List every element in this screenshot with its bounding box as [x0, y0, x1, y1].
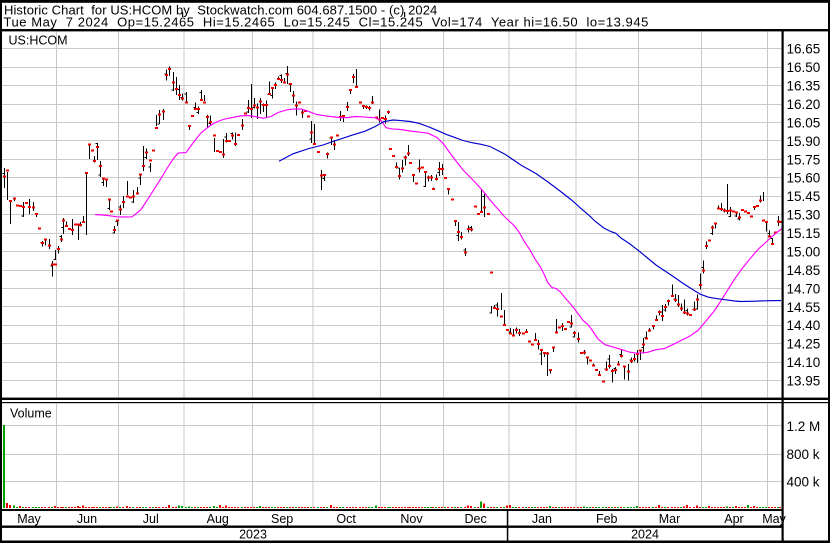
svg-text:14.85: 14.85: [787, 263, 821, 278]
svg-text:Mar: Mar: [659, 512, 681, 526]
svg-text:14.55: 14.55: [787, 300, 821, 315]
svg-text:Jun: Jun: [77, 512, 97, 526]
svg-text:May: May: [17, 512, 41, 526]
svg-text:Aug: Aug: [207, 512, 229, 526]
svg-text:Feb: Feb: [596, 512, 618, 526]
svg-text:2023: 2023: [239, 528, 267, 542]
svg-text:Historic Chart for US:HCOM by: Historic Chart for US:HCOM by Stockwatch…: [4, 2, 437, 17]
svg-text:May: May: [762, 512, 786, 526]
svg-text:16.05: 16.05: [787, 115, 821, 130]
svg-text:US:HCOM: US:HCOM: [9, 34, 68, 48]
svg-text:14.40: 14.40: [787, 318, 821, 333]
svg-text:15.60: 15.60: [787, 171, 821, 186]
svg-text:Jul: Jul: [143, 512, 159, 526]
svg-text:16.65: 16.65: [787, 42, 821, 57]
svg-text:14.10: 14.10: [787, 355, 821, 370]
svg-text:15.00: 15.00: [787, 244, 821, 259]
svg-text:14.25: 14.25: [787, 337, 821, 352]
svg-text:Oct: Oct: [336, 512, 356, 526]
svg-text:15.30: 15.30: [787, 208, 821, 223]
svg-text:Jan: Jan: [532, 512, 552, 526]
svg-text:Sep: Sep: [271, 512, 293, 526]
svg-text:13.95: 13.95: [787, 374, 821, 389]
svg-text:Volume: Volume: [10, 407, 52, 421]
svg-text:400 k: 400 k: [787, 475, 820, 490]
svg-text:Nov: Nov: [400, 512, 423, 526]
svg-text:Apr: Apr: [724, 512, 743, 526]
svg-text:800 k: 800 k: [787, 447, 820, 462]
svg-text:16.20: 16.20: [787, 97, 821, 112]
svg-text:16.35: 16.35: [787, 79, 821, 94]
svg-text:16.50: 16.50: [787, 60, 821, 75]
svg-text:15.90: 15.90: [787, 134, 821, 149]
svg-text:15.45: 15.45: [787, 189, 821, 204]
svg-text:15.15: 15.15: [787, 226, 821, 241]
svg-text:15.75: 15.75: [787, 152, 821, 167]
svg-text:14.70: 14.70: [787, 281, 821, 296]
svg-text:Dec: Dec: [465, 512, 487, 526]
svg-text:Tue May 7 2024 Op=15.2465 H: Tue May 7 2024 Op=15.2465 Hi=15.2465 Lo=…: [4, 15, 649, 30]
svg-text:1.2 M: 1.2 M: [787, 419, 821, 434]
svg-text:2024: 2024: [631, 528, 659, 542]
